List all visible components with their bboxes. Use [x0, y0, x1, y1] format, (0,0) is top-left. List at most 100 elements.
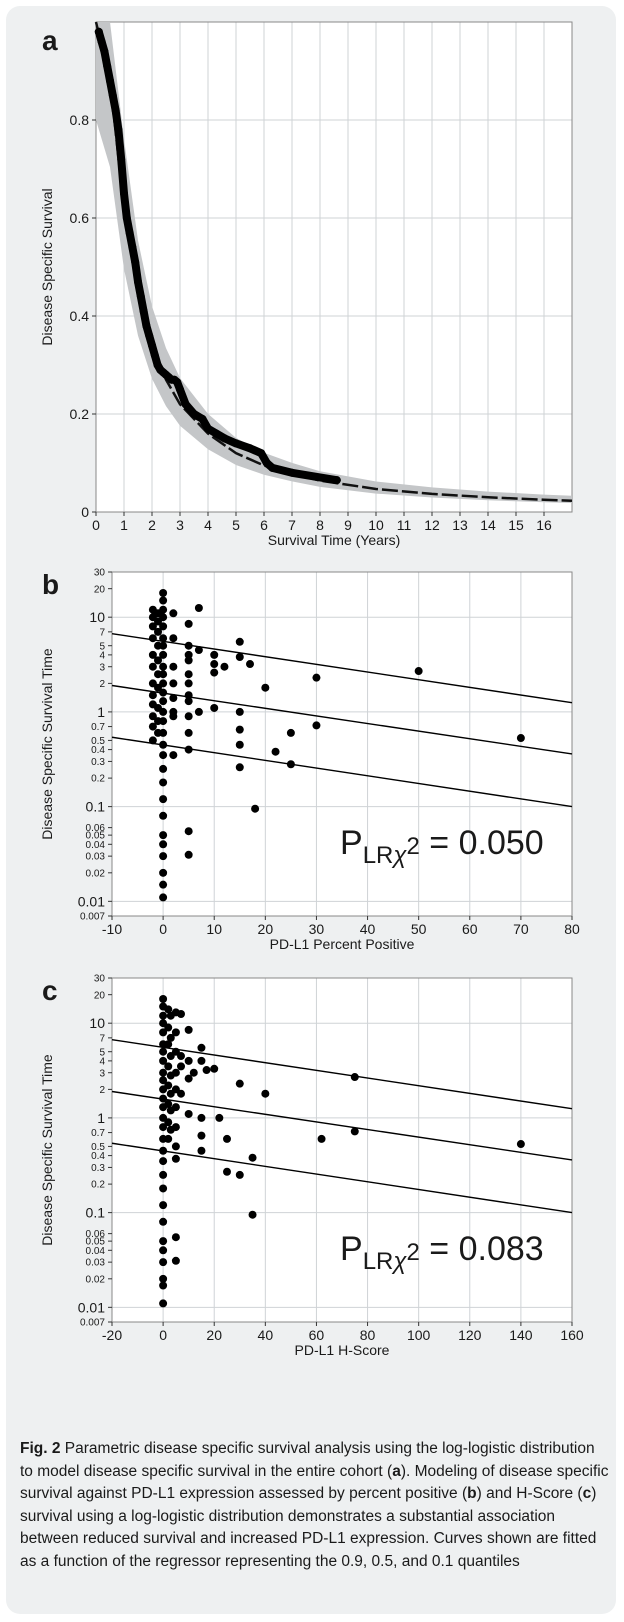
data-point	[148, 722, 157, 731]
y-tick-label: 20	[94, 584, 106, 595]
data-point	[159, 1047, 168, 1056]
survival-point	[120, 189, 128, 198]
data-point	[261, 683, 270, 692]
data-point	[148, 691, 157, 700]
x-tick-label: 80	[360, 1327, 376, 1343]
y-tick-label: 0.2	[70, 406, 90, 422]
y-tick-label: 0.4	[91, 1151, 105, 1162]
data-point	[159, 605, 168, 614]
data-point	[184, 656, 193, 665]
data-point	[235, 763, 244, 772]
data-point	[197, 1146, 206, 1155]
y-tick-label: 0.7	[91, 722, 105, 733]
y-tick-label: 7	[99, 627, 105, 638]
survival-point	[246, 444, 254, 453]
survival-point	[122, 214, 131, 222]
y-tick-label: 0.03	[86, 852, 106, 863]
data-point	[286, 728, 295, 737]
x-tick-label: 13	[452, 517, 468, 533]
data-point	[159, 1146, 168, 1155]
survival-point	[131, 258, 140, 267]
data-point	[171, 1103, 180, 1112]
data-point	[159, 670, 168, 679]
data-point	[159, 650, 168, 659]
x-tick-label: -20	[102, 1327, 122, 1343]
plot-frame	[95, 21, 573, 513]
data-point	[177, 1062, 185, 1071]
x-tick-label: 7	[288, 517, 296, 533]
x-tick-label: 5	[232, 517, 240, 533]
data-point	[159, 1076, 168, 1085]
quantile-line-0.9	[111, 1038, 573, 1110]
x-tick-label: 30	[309, 921, 325, 937]
survival-point	[288, 468, 296, 477]
data-point	[223, 1134, 231, 1143]
data-point	[414, 667, 423, 676]
data-point	[177, 1010, 185, 1019]
data-point	[159, 764, 168, 773]
y-tick-label: 0.2	[91, 1180, 105, 1191]
data-point	[235, 740, 244, 749]
survival-point	[332, 476, 341, 485]
data-point	[159, 707, 168, 716]
data-point	[159, 840, 168, 849]
data-point	[169, 662, 178, 671]
y-tick-label: 0.4	[91, 745, 105, 756]
x-tick-label: 140	[509, 1327, 533, 1343]
x-tick-label: 11	[397, 517, 412, 533]
plot-area	[96, 22, 572, 512]
y-tick-label: 0.2	[91, 774, 105, 785]
quantile-line-0.5	[111, 1090, 573, 1161]
data-point	[148, 622, 157, 631]
chart-svg: 0 1 2 3 4 5 6 7 8 9 10 11 12 13 14 15 1600.20.40.60.8Sur…	[39, 21, 584, 1358]
survival-point	[148, 341, 156, 350]
data-point	[159, 868, 168, 877]
x-tick-label: 10	[206, 921, 222, 937]
x-axis-title: PD-L1 Percent Positive	[270, 936, 415, 952]
y-tick-label: 0.4	[70, 308, 90, 324]
data-point	[164, 1062, 173, 1071]
data-point	[164, 1100, 173, 1109]
data-point	[210, 1064, 219, 1073]
data-point	[164, 1134, 173, 1143]
panel-label: b	[42, 569, 59, 600]
x-tick-label: 40	[360, 921, 376, 937]
caption-text-2: ). Modeling of disease specific survival…	[20, 1462, 609, 1503]
data-point	[197, 1113, 206, 1122]
data-point	[235, 725, 244, 734]
data-point	[184, 745, 193, 754]
survival-point	[181, 400, 190, 409]
data-point	[159, 880, 168, 889]
data-point	[159, 1011, 168, 1020]
plot-frame	[111, 571, 573, 917]
data-point	[148, 650, 157, 659]
figure-panel: 0 1 2 3 4 5 6 7 8 9 10 11 12 13 14 15 16 0 0.2 0.4 0.6 0.8 Sur…	[6, 6, 616, 1614]
data-point	[159, 1237, 168, 1246]
data-point	[184, 1056, 193, 1065]
y-tick-label: 2	[99, 679, 105, 690]
data-point	[184, 1025, 193, 1034]
y-tick-label: 0.3	[91, 757, 105, 768]
data-point	[159, 622, 168, 631]
y-tick-label: 10	[89, 1015, 105, 1031]
data-point	[235, 637, 244, 646]
survival-point	[139, 307, 148, 316]
data-point	[159, 688, 168, 697]
x-tick-label: 14	[480, 517, 496, 533]
data-point	[169, 679, 178, 688]
y-axis-title: Disease Specific Survival	[39, 188, 55, 345]
quantile-line-0.1	[111, 1142, 573, 1214]
y-tick-label: 3	[99, 1068, 105, 1079]
data-point	[235, 707, 244, 716]
survival-point	[114, 125, 123, 134]
x-tick-label: 0	[92, 517, 100, 533]
data-point	[248, 1210, 257, 1219]
data-point	[164, 1081, 173, 1090]
data-point	[312, 721, 321, 730]
y-axis-title: Disease Specific Survival Time	[39, 1054, 55, 1246]
y-tick-label: 0.06	[86, 823, 106, 834]
data-point	[159, 1184, 168, 1193]
data-point	[184, 850, 193, 859]
y-tick-label: 0	[81, 504, 89, 520]
survival-point	[220, 434, 229, 443]
